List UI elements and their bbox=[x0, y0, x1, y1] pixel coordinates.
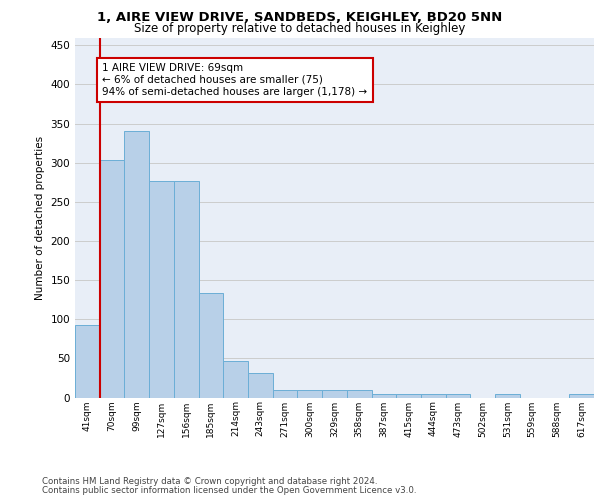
Text: 1, AIRE VIEW DRIVE, SANDBEDS, KEIGHLEY, BD20 5NN: 1, AIRE VIEW DRIVE, SANDBEDS, KEIGHLEY, … bbox=[97, 11, 503, 24]
Bar bbox=[396, 394, 421, 398]
Y-axis label: Number of detached properties: Number of detached properties bbox=[35, 136, 45, 300]
Bar bbox=[347, 390, 371, 398]
Bar bbox=[322, 390, 347, 398]
Bar bbox=[149, 180, 174, 398]
Bar bbox=[298, 390, 322, 398]
Bar bbox=[248, 373, 273, 398]
Bar bbox=[273, 390, 298, 398]
Text: Contains public sector information licensed under the Open Government Licence v3: Contains public sector information licen… bbox=[42, 486, 416, 495]
Bar bbox=[371, 394, 396, 398]
Bar bbox=[223, 360, 248, 398]
Bar bbox=[199, 292, 223, 398]
Bar bbox=[446, 394, 470, 398]
Bar bbox=[124, 130, 149, 398]
Bar bbox=[100, 160, 124, 398]
Text: 1 AIRE VIEW DRIVE: 69sqm
← 6% of detached houses are smaller (75)
94% of semi-de: 1 AIRE VIEW DRIVE: 69sqm ← 6% of detache… bbox=[102, 64, 367, 96]
Bar bbox=[75, 324, 100, 398]
Text: Contains HM Land Registry data © Crown copyright and database right 2024.: Contains HM Land Registry data © Crown c… bbox=[42, 477, 377, 486]
Bar bbox=[495, 394, 520, 398]
Bar bbox=[174, 180, 199, 398]
Bar bbox=[569, 394, 594, 398]
Text: Size of property relative to detached houses in Keighley: Size of property relative to detached ho… bbox=[134, 22, 466, 35]
Bar bbox=[421, 394, 446, 398]
